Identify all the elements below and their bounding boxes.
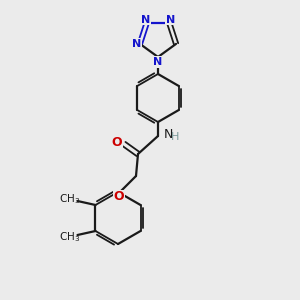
Text: N: N [141,15,151,25]
Text: CH$_3$: CH$_3$ [59,230,80,244]
Text: N: N [132,39,142,49]
Text: N: N [153,57,163,67]
Text: O: O [112,136,122,149]
Text: CH$_3$: CH$_3$ [59,192,80,206]
Text: N: N [163,128,173,142]
Text: H: H [171,132,179,142]
Text: N: N [166,15,175,25]
Text: O: O [114,190,124,203]
